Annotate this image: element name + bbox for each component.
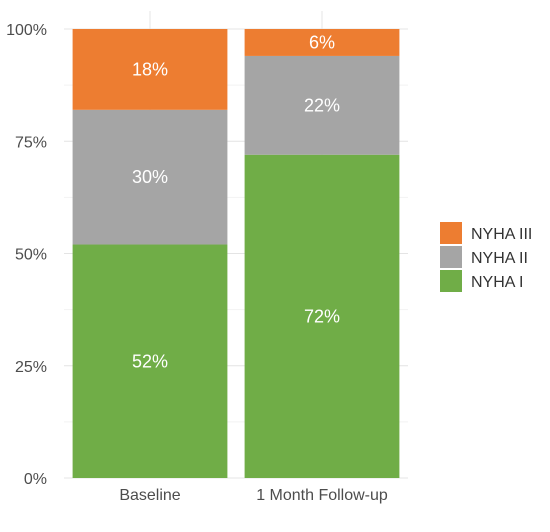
data-label: 72%	[304, 306, 340, 326]
data-label: 18%	[132, 59, 168, 79]
x-category-label: 1 Month Follow-up	[256, 487, 388, 504]
legend-label: NYHA I	[471, 274, 523, 291]
y-tick-label: 0%	[24, 471, 47, 488]
legend: NYHA III NYHA II NYHA I	[440, 222, 532, 292]
data-label: 22%	[304, 95, 340, 115]
y-axis-tick-labels: 0% 25% 50% 75% 100%	[6, 22, 47, 488]
y-tick-label: 25%	[15, 359, 47, 376]
legend-swatch	[440, 222, 462, 244]
bar-segment	[244, 29, 400, 56]
legend-swatch	[440, 246, 462, 268]
x-category-label: Baseline	[119, 487, 180, 504]
legend-swatch	[440, 270, 462, 292]
bar-segment	[72, 29, 228, 110]
data-label: 52%	[132, 351, 168, 371]
bar-segment	[72, 244, 228, 478]
data-label: 30%	[132, 167, 168, 187]
bars: 52% 30% 18% 72% 22% 6%	[72, 29, 400, 478]
y-tick-label: 100%	[6, 22, 47, 39]
y-tick-label: 75%	[15, 134, 47, 151]
legend-label: NYHA II	[471, 250, 528, 267]
bar-segment	[244, 154, 400, 478]
bar-segment	[244, 55, 400, 155]
bar-segment	[72, 109, 228, 245]
data-label: 6%	[309, 32, 335, 52]
y-tick-label: 50%	[15, 247, 47, 264]
x-axis-category-labels: Baseline 1 Month Follow-up	[119, 487, 388, 504]
legend-label: NYHA III	[471, 226, 532, 243]
